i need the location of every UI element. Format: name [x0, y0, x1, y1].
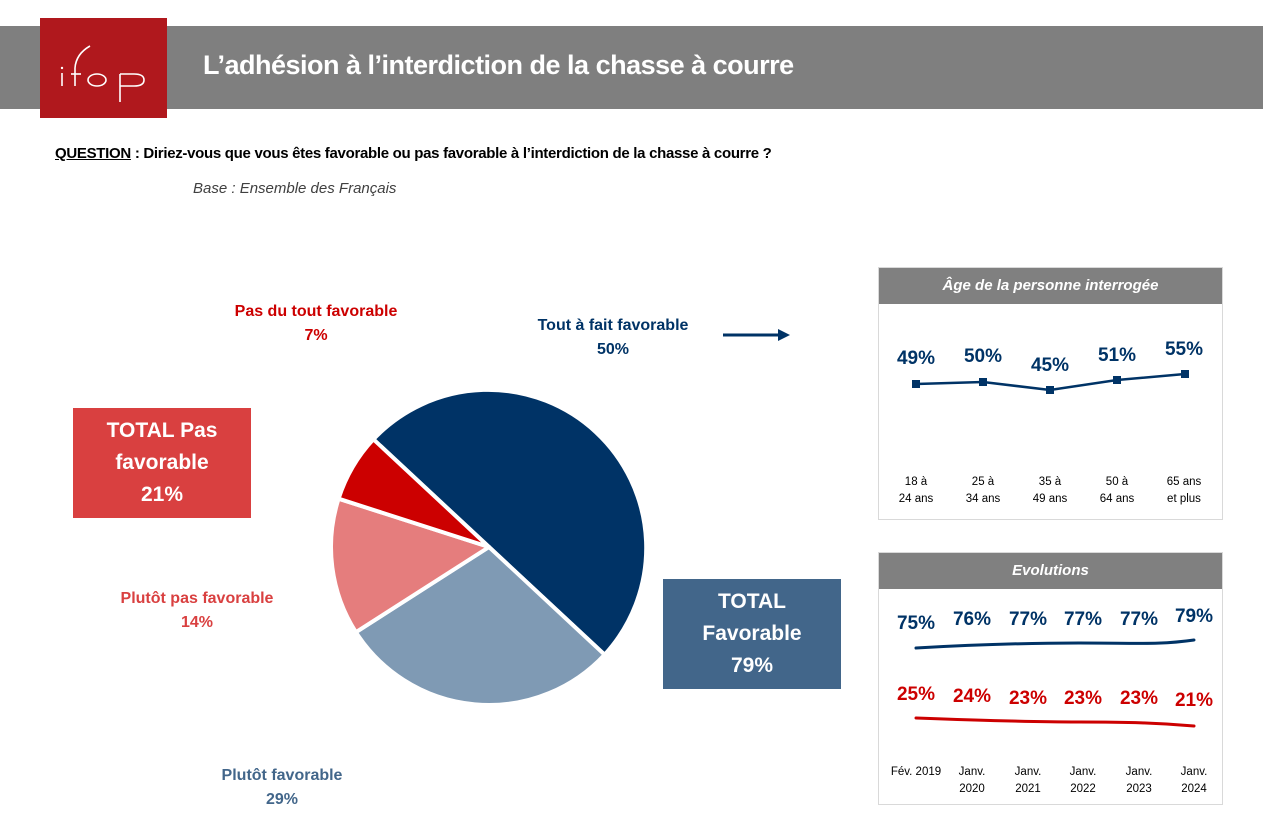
age-panel: Âge de la personne interrogée 49% 50% 45…: [878, 267, 1223, 520]
age-value: 45%: [1030, 355, 1070, 376]
page-title: L’adhésion à l’interdiction de la chasse…: [203, 50, 794, 80]
pie-chart: [329, 387, 649, 707]
question-body: : Diriez-vous que vous êtes favorable ou…: [130, 145, 772, 162]
evolution-favorable-value: 77%: [1063, 609, 1103, 630]
evolution-tick: Janv. 2023: [1125, 766, 1153, 795]
evolution-pas-favorable-value: 23%: [1063, 688, 1103, 709]
question-text: QUESTION : Diriez-vous que vous êtes fav…: [55, 145, 772, 162]
evolution-panel-title: Evolutions: [879, 553, 1222, 589]
age-value: 51%: [1097, 345, 1137, 366]
evolution-favorable-value: 77%: [1008, 609, 1048, 630]
total-pas-favorable-box: TOTAL Pas favorable 21%: [73, 408, 251, 518]
evolution-pas-favorable-value: 23%: [1119, 688, 1159, 709]
age-value: 55%: [1164, 339, 1204, 360]
pie-slice-plutot-favorable: [353, 545, 607, 707]
pie-slice-tout-a-fait: [371, 387, 649, 657]
evolution-line-chart: [914, 638, 1196, 728]
age-tick: 50 à 64 ans: [1099, 476, 1135, 505]
evolution-tick: Fév. 2019: [890, 766, 942, 778]
evolution-favorable-value: 75%: [896, 613, 936, 634]
arrow-right-icon: [723, 329, 790, 341]
label-pas-du-tout: Pas du tout favorable 7%: [234, 303, 398, 344]
age-tick: 25 à 34 ans: [965, 476, 1001, 505]
pie-slice-plutot-pas: [329, 496, 491, 635]
label-tout-a-fait: Tout à fait favorable 50%: [537, 317, 689, 358]
evolution-tick: Janv. 2022: [1069, 766, 1097, 795]
evolution-tick: Janv. 2020: [958, 766, 986, 795]
evolution-favorable-value: 79%: [1174, 606, 1214, 627]
age-panel-title: Âge de la personne interrogée: [879, 268, 1222, 304]
label-plutot-pas: Plutôt pas favorable 14%: [120, 590, 274, 631]
ifop-logo: [40, 18, 167, 118]
age-tick: 35 à 49 ans: [1032, 476, 1068, 505]
age-line-chart: [912, 370, 1189, 394]
evolution-pas-favorable-value: 24%: [952, 686, 992, 707]
age-tick: 65 ans et plus: [1166, 476, 1202, 505]
evolution-panel: Evolutions 75% 76% 77% 77% 77% 79% 25% 2…: [878, 552, 1223, 805]
base-text: Base : Ensemble des Français: [193, 180, 397, 197]
age-value: 49%: [896, 348, 936, 369]
evolution-tick: Janv. 2024: [1180, 766, 1208, 795]
label-plutot-favorable: Plutôt favorable 29%: [221, 767, 343, 808]
evolution-tick: Janv. 2021: [1014, 766, 1042, 795]
evolution-pas-favorable-value: 21%: [1174, 690, 1214, 711]
evolution-favorable-value: 76%: [952, 609, 992, 630]
pie-slice-pas-du-tout: [336, 437, 491, 549]
age-value: 50%: [963, 346, 1003, 367]
ifop-logo-icon: [60, 45, 145, 102]
evolution-pas-favorable-value: 23%: [1008, 688, 1048, 709]
age-tick: 18 à 24 ans: [898, 476, 934, 505]
total-favorable-box: TOTAL Favorable 79%: [663, 579, 841, 689]
evolution-pas-favorable-value: 25%: [896, 684, 936, 705]
header-bar: [0, 26, 1263, 109]
question-label: QUESTION: [55, 145, 131, 162]
evolution-favorable-value: 77%: [1119, 609, 1159, 630]
